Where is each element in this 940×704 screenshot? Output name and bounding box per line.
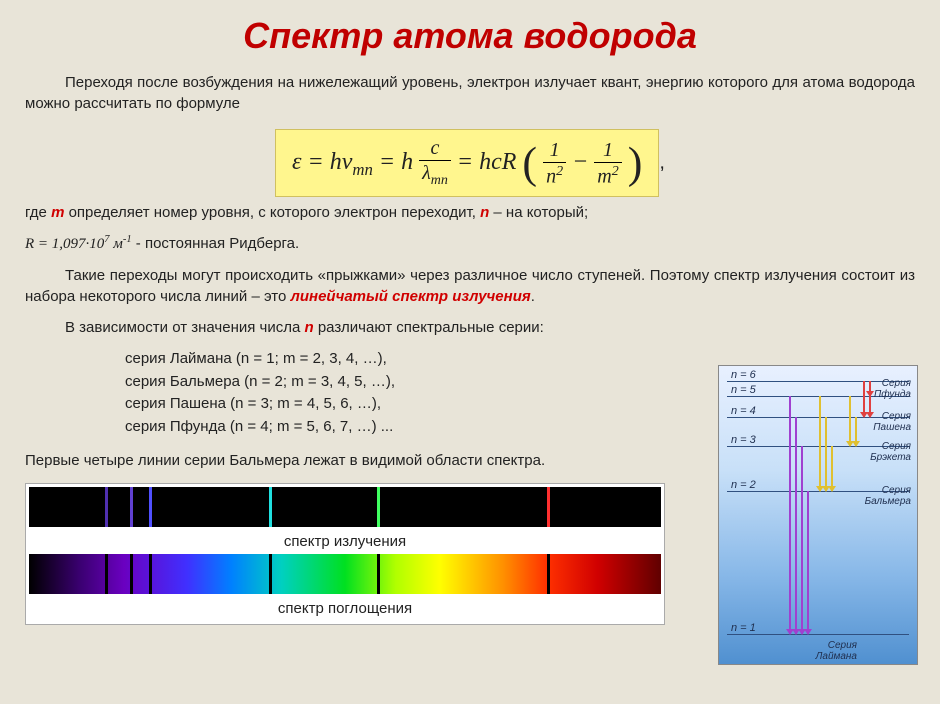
series-intro: В зависимости от значения числа n различ…: [25, 317, 705, 338]
spectral-line: [105, 487, 108, 527]
series-label: СерияБрэкета: [870, 441, 911, 463]
intro-paragraph: Переходя после возбуждения на нижележащи…: [25, 72, 915, 114]
formula-row: ε = hνmn = h cλmn = hcR ( 1n2 − 1m2 ) ,: [25, 124, 915, 202]
series-item: серия Лаймана (n = 1; m = 2, 3, 4, …),: [125, 348, 705, 371]
transition-arrow: [807, 491, 809, 634]
level-label: n = 5: [731, 384, 756, 396]
transition-arrow: [789, 396, 791, 634]
left-column: В зависимости от значения числа n различ…: [25, 317, 705, 625]
absorption-line: [269, 554, 272, 594]
spectral-line: [269, 487, 272, 527]
absorption-line: [130, 554, 133, 594]
absorption-line: [547, 554, 550, 594]
energy-level: [727, 634, 909, 635]
rydberg-constant: R = 1,097·107 м-1 - постоянная Ридберга.: [25, 233, 915, 255]
absorption-line: [149, 554, 152, 594]
transition-arrow: [825, 417, 827, 492]
transition-arrow: [801, 446, 803, 634]
series-item: серия Пфунда (n = 4; m = 5, 6, 7, …) ...: [125, 416, 705, 439]
series-list: серия Лаймана (n = 1; m = 2, 3, 4, …), с…: [125, 348, 705, 438]
transition-arrow: [869, 396, 871, 417]
absorption-line: [377, 554, 380, 594]
transitions-paragraph: Такие переходы могут происходить «прыжка…: [25, 265, 915, 307]
slide-page: Спектр атома водорода Переходя после воз…: [0, 0, 940, 640]
transition-arrow: [849, 396, 851, 447]
spectral-line: [547, 487, 550, 527]
where-paragraph: где m определяет номер уровня, с которог…: [25, 202, 915, 223]
series-label: СерияБальмера: [865, 485, 911, 507]
level-label: n = 4: [731, 405, 756, 417]
spectral-line: [377, 487, 380, 527]
series-label: СерияПфунда: [874, 378, 911, 400]
absorption-line: [105, 554, 108, 594]
transition-arrow: [863, 381, 865, 417]
emission-spectrum: [29, 487, 661, 527]
series-label: СерияЛаймана: [816, 640, 857, 662]
transition-arrow: [855, 417, 857, 447]
page-title: Спектр атома водорода: [25, 15, 915, 57]
transition-arrow: [819, 396, 821, 491]
series-item: серия Бальмера (n = 2; m = 3, 4, 5, …),: [125, 371, 705, 394]
level-label: n = 1: [731, 622, 756, 634]
level-label: n = 2: [731, 479, 756, 491]
absorption-spectrum: [29, 554, 661, 594]
emission-label: спектр излучения: [29, 529, 661, 554]
level-label: n = 6: [731, 369, 756, 381]
series-label: СерияПашена: [873, 411, 911, 433]
level-label: n = 3: [731, 434, 756, 446]
spectral-line: [130, 487, 133, 527]
balmer-note: Первые четыре линии серии Бальмера лежат…: [25, 450, 705, 471]
series-item: серия Пашена (n = 3; m = 4, 5, 6, …),: [125, 393, 705, 416]
energy-level-diagram: n = 6 n = 5 n = 4 n = 3 n = 2 n = 1 СерияПфунд…: [718, 365, 918, 665]
spectra-diagram: спектр излучения спектр поглощения: [25, 483, 665, 625]
absorption-label: спектр поглощения: [29, 596, 661, 621]
transition-arrow: [795, 417, 797, 635]
spectral-line: [149, 487, 152, 527]
rydberg-formula-box: ε = hνmn = h cλmn = hcR ( 1n2 − 1m2 ): [275, 129, 659, 197]
rydberg-formula: ε = hνmn = h cλmn = hcR ( 1n2 − 1m2 ): [292, 149, 642, 175]
transition-arrow: [831, 446, 833, 491]
transition-arrow: [869, 381, 871, 396]
